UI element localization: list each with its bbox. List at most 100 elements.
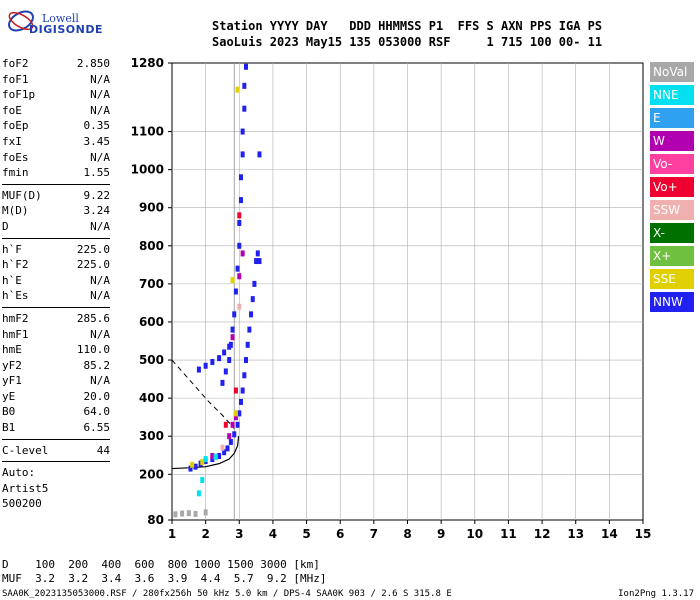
param-value: 225.0 — [76, 242, 110, 256]
legend-item-w: W — [650, 131, 694, 151]
echo-point-w — [240, 250, 245, 257]
param-row: hmE 110.0 — [2, 342, 110, 358]
echo-point-nnw — [193, 463, 198, 470]
legend-item-e: E — [650, 108, 694, 128]
param-name: h`Es — [2, 289, 29, 303]
software-version: Ion2Png 1.3.17 — [618, 589, 694, 599]
y-tick-label: 1000 — [131, 163, 164, 177]
echo-point-nne — [200, 477, 205, 484]
param-row: M(D) 3.24 — [2, 203, 110, 219]
echo-point-nnw — [233, 288, 238, 295]
echo-point-nnw — [257, 258, 262, 265]
footer-distance-line: D 100 200 400 600 800 1000 1500 3000 [km… — [2, 558, 320, 571]
echo-point-noval — [173, 511, 178, 518]
y-tick-label: 900 — [139, 201, 164, 215]
echo-point-w — [210, 453, 215, 460]
echo-point-nnw — [254, 258, 259, 265]
echo-point-w — [233, 414, 238, 421]
param-value: 64.0 — [83, 405, 111, 419]
param-name: fmin — [2, 166, 29, 180]
param-name: h`F — [2, 242, 22, 256]
param-name: foF2 — [2, 57, 29, 70]
x-tick-label: 8 — [403, 527, 411, 541]
param-name: hmF2 — [2, 311, 29, 325]
echo-point-noval — [193, 510, 198, 517]
param-row: foF1p N/A — [2, 87, 110, 103]
param-value: 1.55 — [83, 166, 111, 180]
echo-point-nnw — [257, 151, 262, 158]
echo-point-nnw — [220, 379, 225, 386]
y-tick-label: 1100 — [131, 125, 164, 139]
echo-point-nnw — [242, 105, 247, 112]
y-tick-label: 300 — [139, 429, 164, 443]
echo-point-noval — [186, 510, 191, 517]
echo-point-sse — [200, 459, 205, 466]
echo-point-nnw — [203, 362, 208, 369]
parameter-panel: foF2 2.850 foF1 N/A foF1p N/A foE N/A foEp 0.35 fx… — [2, 56, 110, 512]
clevel-row: C-level 44 — [2, 443, 110, 459]
auto-info-line: Auto: — [2, 466, 36, 480]
param-name: h`E — [2, 273, 22, 287]
param-value: N/A — [90, 103, 110, 117]
file-info: SAA0K_2023135053000.RSF / 280fx256h 50 k… — [2, 589, 452, 599]
legend-item-ssw: SSW — [650, 200, 694, 220]
x-tick-label: 12 — [534, 527, 551, 541]
echo-point-vo- — [237, 212, 242, 219]
echo-point-noval — [180, 510, 185, 517]
y-tick-label: 700 — [139, 277, 164, 291]
param-row: hmF1 N/A — [2, 327, 110, 343]
param-value: N/A — [90, 327, 110, 341]
param-separator — [2, 306, 110, 308]
auto-info-line: Artist5 — [2, 481, 49, 495]
echo-point-nnw — [238, 174, 243, 181]
echo-point-nnw — [188, 465, 193, 472]
param-value: 85.2 — [83, 358, 111, 372]
echo-point-nnw — [244, 357, 249, 364]
clevel-value: 44 — [96, 443, 110, 457]
echo-point-nnw — [210, 456, 215, 463]
param-row: yF2 85.2 — [2, 358, 110, 374]
polarization-legend: NoVal NNE E W Vo- Vo+ SSW X- X+ SSE NNW — [650, 62, 694, 315]
x-tick-label: 2 — [201, 527, 209, 541]
x-tick-label: 6 — [336, 527, 344, 541]
param-name: h`F2 — [2, 258, 29, 272]
param-value: N/A — [90, 88, 110, 102]
x-tick-label: 10 — [466, 527, 483, 541]
echo-point-nnw — [237, 242, 242, 249]
echo-point-nnw — [249, 311, 254, 318]
param-name: hmE — [2, 343, 22, 357]
echo-point-vo- — [233, 387, 238, 394]
param-name: yF1 — [2, 374, 22, 388]
param-name: yF2 — [2, 358, 22, 372]
param-row: B1 6.55 — [2, 420, 110, 436]
legend-item-noval: NoVal — [650, 62, 694, 82]
param-row: MUF(D) 9.22 — [2, 188, 110, 204]
x-tick-label: 9 — [437, 527, 445, 541]
param-value: N/A — [90, 72, 110, 86]
echo-point-sse — [230, 277, 235, 284]
param-row: fmin 1.55 — [2, 165, 110, 181]
echo-point-nnw — [222, 349, 227, 356]
legend-item-x-: X- — [650, 223, 694, 243]
param-row: foF1 N/A — [2, 72, 110, 88]
legend-item-vo-: Vo+ — [650, 177, 694, 197]
param-value: 3.24 — [83, 204, 111, 218]
x-tick-label: 11 — [500, 527, 517, 541]
logo-line1: Lowell — [42, 12, 79, 25]
header-line1: Station YYYY DAY DDD HHMMSS P1 FFS S AXN… — [212, 19, 603, 33]
digisonde-logo-icon — [8, 10, 34, 32]
echo-point-nnw — [235, 421, 240, 428]
y-tick-label: 800 — [139, 239, 164, 253]
param-name: foEp — [2, 119, 29, 133]
echo-point-w — [230, 421, 235, 428]
param-value: 110.0 — [76, 343, 110, 357]
param-row: foEs N/A — [2, 150, 110, 166]
param-value: N/A — [90, 219, 110, 233]
echo-point-nnw — [237, 219, 242, 226]
param-value: N/A — [90, 273, 110, 287]
dashed-profile-curve — [171, 359, 235, 429]
param-value: 2.850 — [76, 57, 110, 70]
footer-muf-line: MUF 3.2 3.2 3.4 3.6 3.9 4.4 5.7 9.2 [MHz… — [2, 572, 327, 585]
x-tick-label: 15 — [635, 527, 652, 541]
param-row: foEp 0.35 — [2, 118, 110, 134]
